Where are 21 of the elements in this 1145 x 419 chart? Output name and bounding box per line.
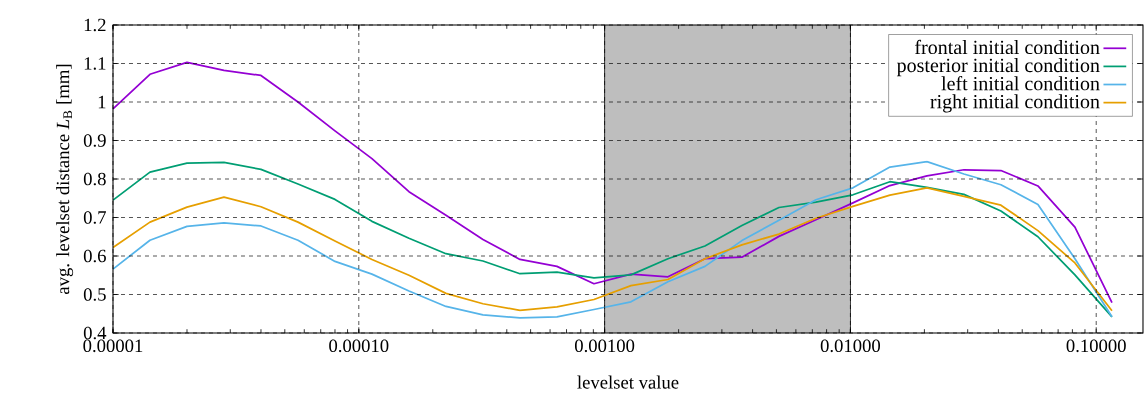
x-tick-label: 0.01000 <box>820 339 881 353</box>
y-tick-label: 0.4 <box>83 326 107 340</box>
y-tick-label: 1.1 <box>84 57 106 70</box>
x-axis-title: levelset value <box>577 375 679 389</box>
y-tick-label: 0.9 <box>83 134 106 147</box>
y-axis-title: avg. levelset distance L$_{B}$ [mm] <box>56 64 74 294</box>
y-tick-label: 0.6 <box>83 249 106 263</box>
y-tick-label: 0.7 <box>83 211 106 224</box>
y-tick-label: 0.5 <box>83 288 106 301</box>
line-series <box>112 186 1113 312</box>
legend-label: posterior initial condition <box>896 58 1100 77</box>
legend-label: right initial condition <box>930 94 1100 113</box>
legend-label: left initial condition <box>941 76 1100 91</box>
x-tick-label: 0.00001 <box>83 339 143 353</box>
legend-label: frontal initial condition <box>915 39 1100 55</box>
y-tick-label: 1.2 <box>84 18 106 32</box>
x-tick-label: 0.00100 <box>574 339 635 353</box>
x-tick-label: 0.00010 <box>329 339 389 353</box>
x-tick-label: 0.10000 <box>1066 339 1126 353</box>
y-tick-label: 0.8 <box>83 172 106 186</box>
y-tick-label: 1 <box>98 95 106 109</box>
